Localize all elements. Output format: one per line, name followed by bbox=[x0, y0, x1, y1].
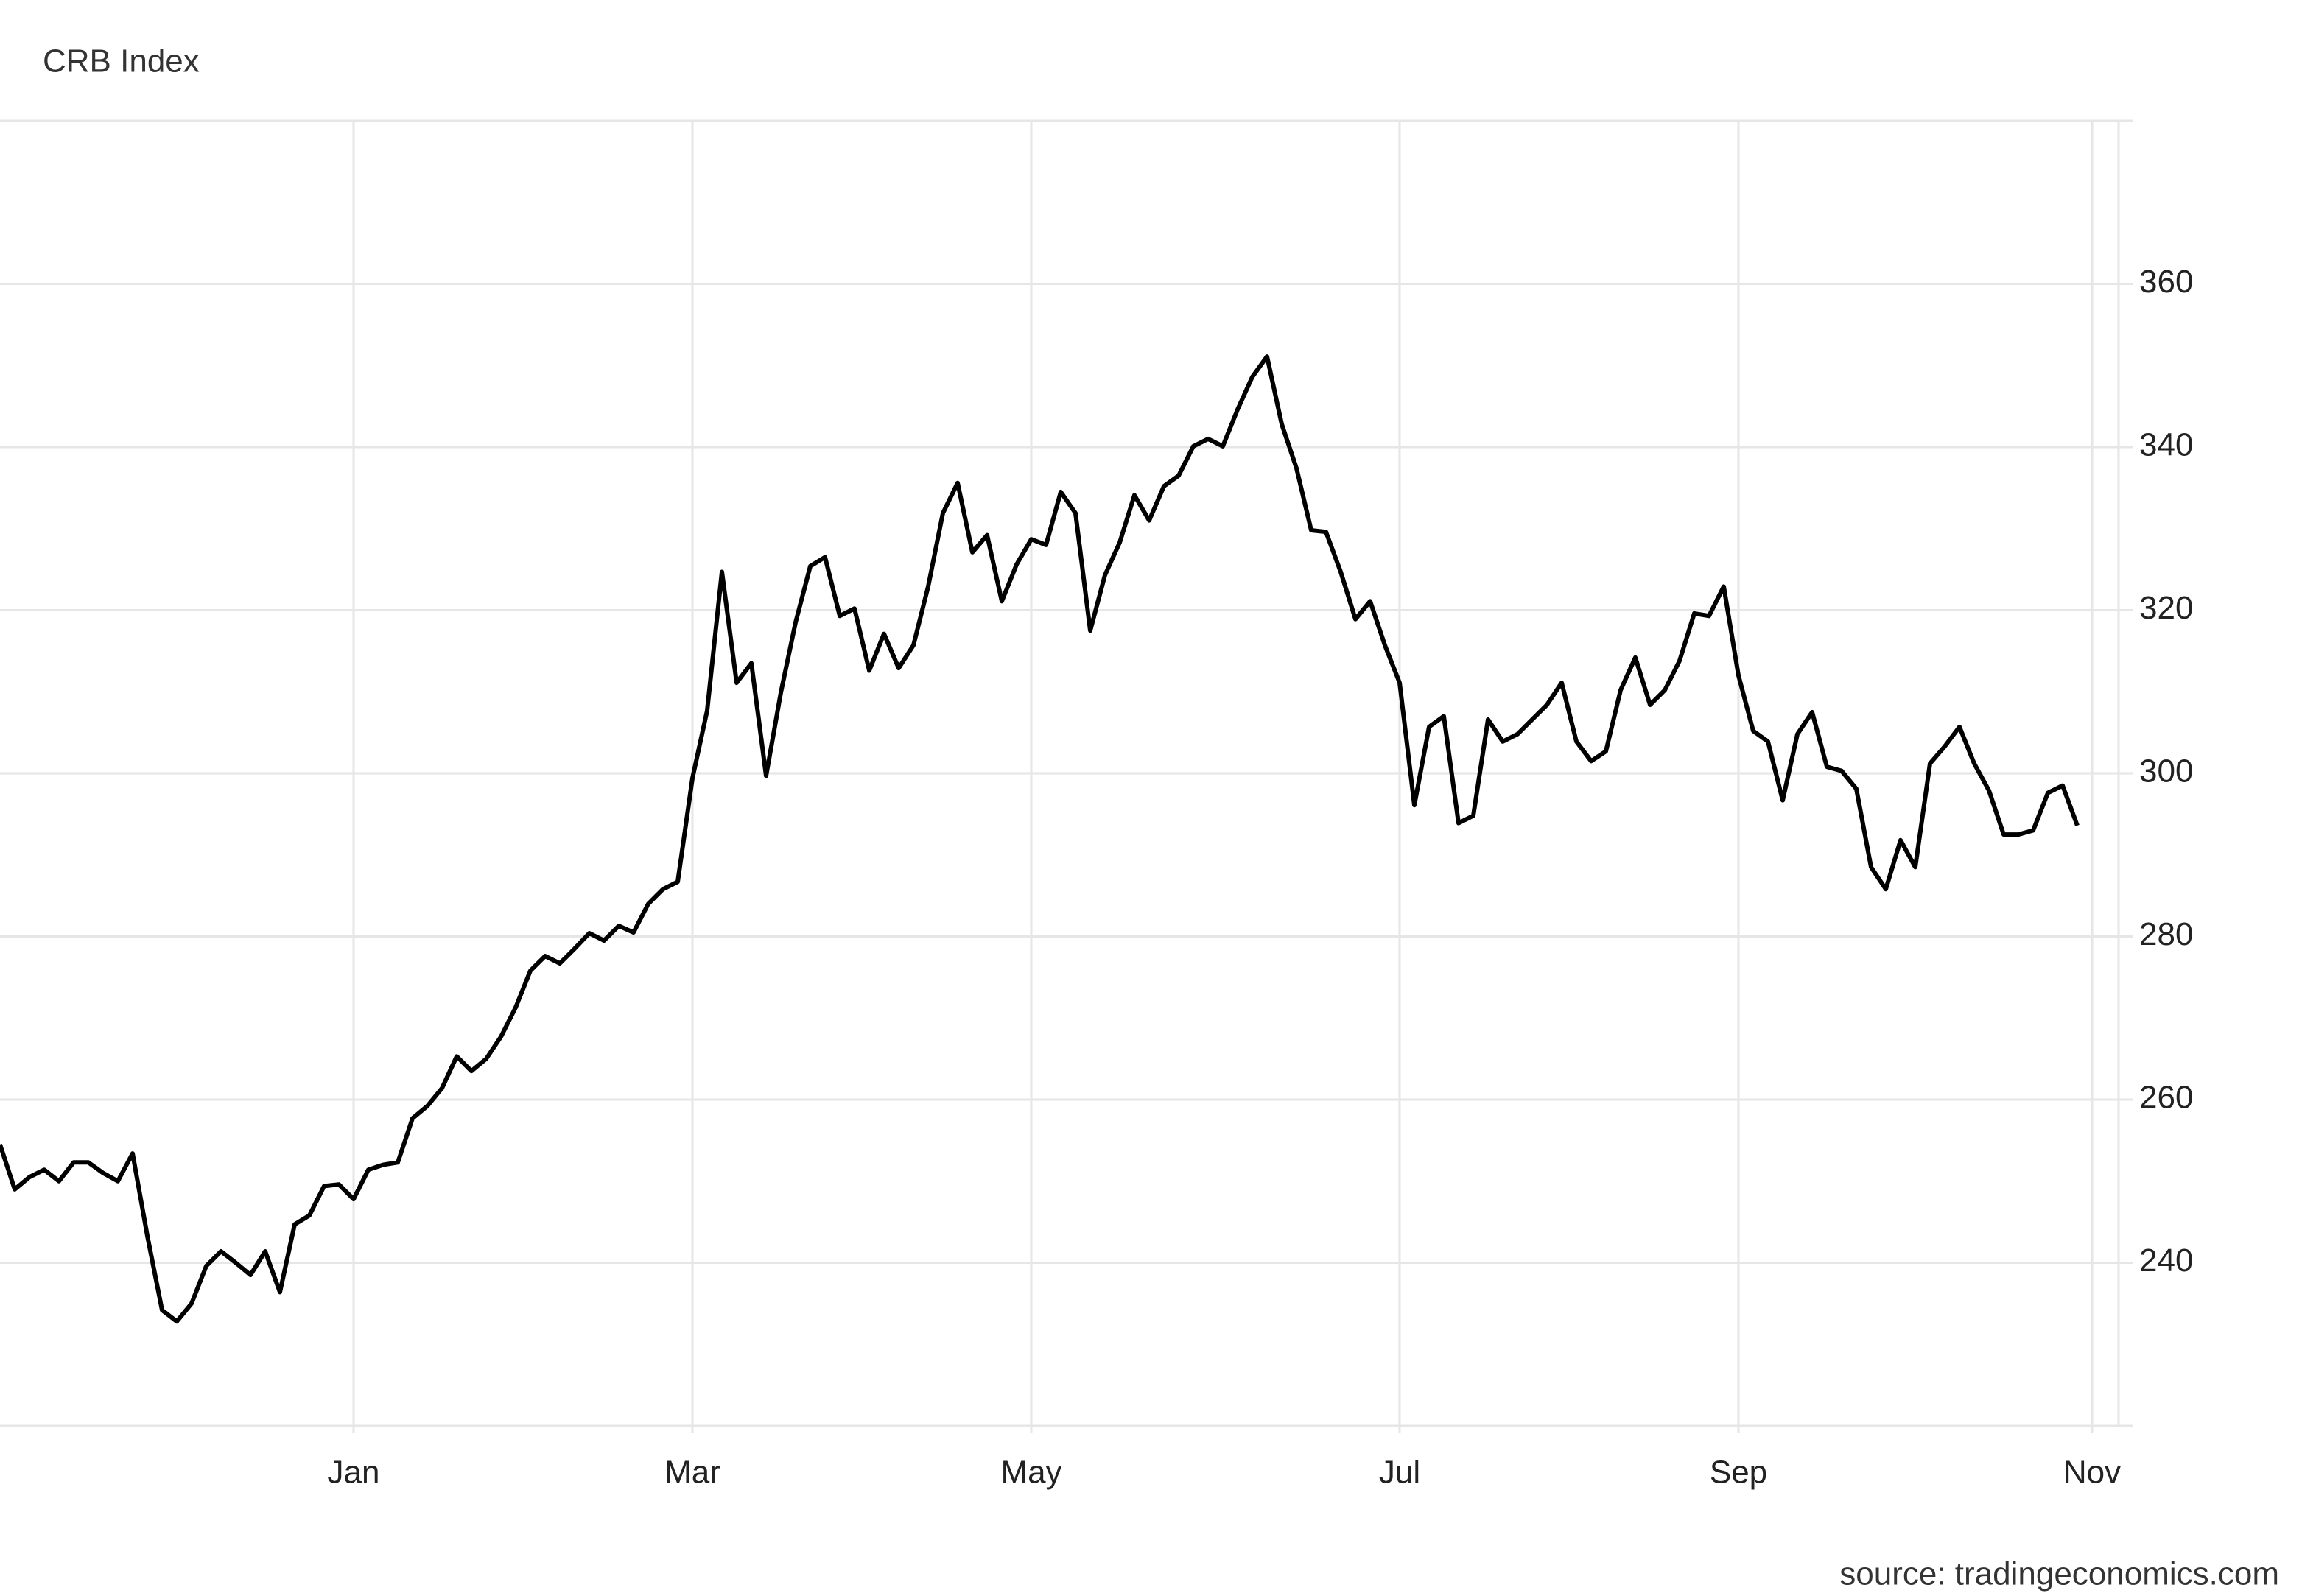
y-tick-label: 260 bbox=[2139, 1080, 2193, 1116]
x-tick-label: Jul bbox=[1379, 1455, 1420, 1491]
x-tick-label: Mar bbox=[664, 1455, 720, 1491]
y-tick-label: 340 bbox=[2139, 427, 2193, 463]
source: source: tradingeconomics.com bbox=[1839, 1556, 2279, 1592]
y-tick-label: 320 bbox=[2139, 590, 2193, 626]
x-tick-label: May bbox=[1000, 1455, 1061, 1491]
y-tick-label: 280 bbox=[2139, 916, 2193, 952]
y-tick-label: 360 bbox=[2139, 264, 2193, 300]
y-tick-label: 300 bbox=[2139, 753, 2193, 790]
x-tick-label: Nov bbox=[2063, 1455, 2121, 1491]
data-line bbox=[0, 354, 2080, 1324]
chart-title: CRB Index bbox=[43, 43, 200, 80]
x-tick-label: Jan bbox=[328, 1455, 380, 1491]
x-tick-label: Sep bbox=[1710, 1455, 1767, 1491]
y-tick-label: 240 bbox=[2139, 1242, 2193, 1279]
